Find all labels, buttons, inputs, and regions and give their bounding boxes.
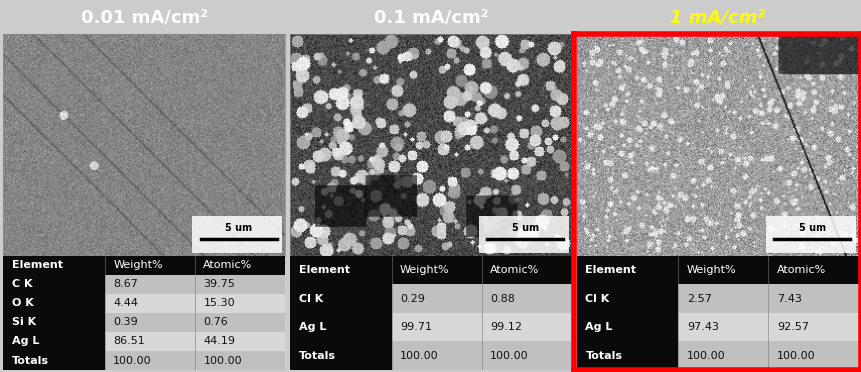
Text: Weight%: Weight% xyxy=(400,265,449,275)
Bar xyxy=(481,284,571,313)
Bar xyxy=(195,275,285,294)
Text: 2.57: 2.57 xyxy=(686,294,711,304)
Text: 86.51: 86.51 xyxy=(113,337,145,346)
Text: Weight%: Weight% xyxy=(686,265,735,275)
Text: Atomic%: Atomic% xyxy=(490,265,539,275)
Bar xyxy=(195,332,285,351)
Text: 44.19: 44.19 xyxy=(203,337,235,346)
Bar xyxy=(765,216,855,253)
Text: 15.30: 15.30 xyxy=(203,298,235,308)
Bar xyxy=(105,294,195,313)
Bar xyxy=(3,294,105,313)
Bar xyxy=(3,332,105,351)
Bar xyxy=(3,351,105,370)
Text: 7.43: 7.43 xyxy=(776,294,801,304)
Bar xyxy=(391,284,481,313)
Bar xyxy=(105,332,195,351)
Bar xyxy=(767,313,858,341)
Bar xyxy=(576,284,678,313)
Bar xyxy=(290,256,391,284)
Text: C K: C K xyxy=(12,279,33,289)
Bar xyxy=(192,216,282,253)
Bar xyxy=(195,294,285,313)
Text: Ag L: Ag L xyxy=(12,337,40,346)
Bar xyxy=(391,256,481,284)
Bar xyxy=(3,313,105,332)
Bar xyxy=(195,351,285,370)
Text: 8.67: 8.67 xyxy=(113,279,138,289)
Text: 0.1 mA/cm²: 0.1 mA/cm² xyxy=(374,8,487,26)
Bar xyxy=(3,256,105,275)
Text: 1 mA/cm²: 1 mA/cm² xyxy=(669,8,765,26)
Text: 100.00: 100.00 xyxy=(113,356,152,366)
Bar xyxy=(767,341,858,370)
Bar xyxy=(391,341,481,370)
Text: Atomic%: Atomic% xyxy=(776,265,825,275)
Bar xyxy=(767,256,858,284)
Text: Weight%: Weight% xyxy=(113,260,163,270)
Text: 100.00: 100.00 xyxy=(686,351,725,361)
Bar xyxy=(678,341,767,370)
Bar xyxy=(105,351,195,370)
Bar xyxy=(290,284,391,313)
Text: 99.12: 99.12 xyxy=(490,322,522,332)
Text: Si K: Si K xyxy=(12,317,36,327)
Text: Cl K: Cl K xyxy=(298,294,323,304)
Bar xyxy=(767,284,858,313)
Bar xyxy=(481,256,571,284)
Text: Element: Element xyxy=(12,260,63,270)
Bar xyxy=(105,256,195,275)
Text: 5 um: 5 um xyxy=(511,224,538,234)
Text: Totals: Totals xyxy=(12,356,49,366)
Bar xyxy=(481,341,571,370)
Text: Atomic%: Atomic% xyxy=(203,260,252,270)
Text: 0.76: 0.76 xyxy=(203,317,228,327)
Text: 39.75: 39.75 xyxy=(203,279,235,289)
Text: 5 um: 5 um xyxy=(797,224,825,234)
Text: 97.43: 97.43 xyxy=(686,322,718,332)
Text: Totals: Totals xyxy=(585,351,622,361)
Bar xyxy=(195,313,285,332)
Bar xyxy=(576,256,678,284)
Text: 4.44: 4.44 xyxy=(113,298,138,308)
Bar xyxy=(105,275,195,294)
Bar xyxy=(3,275,105,294)
Text: 0.29: 0.29 xyxy=(400,294,424,304)
Bar xyxy=(290,313,391,341)
Text: Ag L: Ag L xyxy=(298,322,325,332)
Text: 0.01 mA/cm²: 0.01 mA/cm² xyxy=(81,8,208,26)
Text: 99.71: 99.71 xyxy=(400,322,431,332)
Text: 5 um: 5 um xyxy=(225,224,252,234)
Bar xyxy=(678,313,767,341)
Bar xyxy=(678,256,767,284)
Text: 100.00: 100.00 xyxy=(490,351,528,361)
Text: 100.00: 100.00 xyxy=(400,351,438,361)
Bar xyxy=(678,284,767,313)
Bar xyxy=(195,256,285,275)
Bar xyxy=(576,341,678,370)
Bar xyxy=(290,341,391,370)
Text: 100.00: 100.00 xyxy=(203,356,242,366)
Text: 92.57: 92.57 xyxy=(776,322,808,332)
Text: Ag L: Ag L xyxy=(585,322,612,332)
Bar xyxy=(576,313,678,341)
Bar xyxy=(481,313,571,341)
Bar xyxy=(479,216,568,253)
Text: Element: Element xyxy=(585,265,635,275)
Text: Cl K: Cl K xyxy=(585,294,609,304)
Text: 0.88: 0.88 xyxy=(490,294,514,304)
Bar xyxy=(105,313,195,332)
Text: Totals: Totals xyxy=(298,351,335,361)
Text: Element: Element xyxy=(298,265,350,275)
Text: 0.39: 0.39 xyxy=(113,317,138,327)
Bar xyxy=(391,313,481,341)
Text: O K: O K xyxy=(12,298,34,308)
Text: 100.00: 100.00 xyxy=(776,351,815,361)
